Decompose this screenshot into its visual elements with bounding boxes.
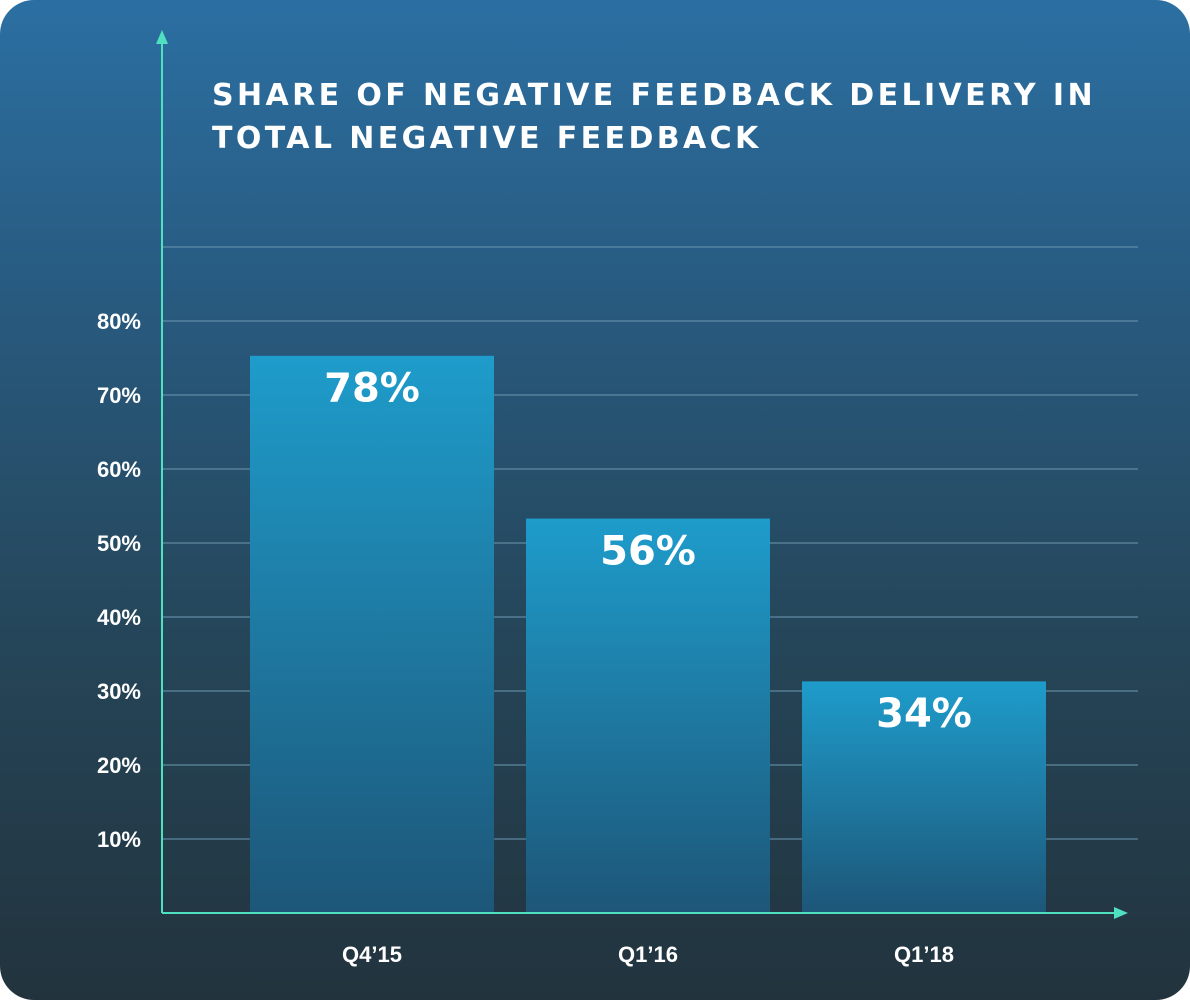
x-axis-category-labels: Q4’15 Q1’16 Q1’18	[342, 942, 954, 967]
bar	[802, 681, 1046, 913]
y-axis-tick-labels: 10% 20% 30% 40% 50% 60% 70% 80%	[97, 309, 141, 852]
bar-value-label: 78%	[324, 366, 420, 412]
bar-value-label: 34%	[876, 691, 972, 737]
y-tick-label: 30%	[97, 679, 141, 704]
y-tick-label: 60%	[97, 457, 141, 482]
y-tick-label: 50%	[97, 531, 141, 556]
chart-title: SHARE OF NEGATIVE FEEDBACK DELIVERY IN T…	[212, 78, 1096, 156]
y-tick-label: 10%	[97, 827, 141, 852]
x-category-label: Q1’18	[894, 942, 954, 967]
bars: 78% 56% 34%	[250, 355, 1046, 913]
bar	[526, 518, 770, 913]
y-tick-label: 70%	[97, 383, 141, 408]
bar	[250, 355, 494, 913]
axes	[156, 30, 1128, 919]
x-category-label: Q1’16	[618, 942, 678, 967]
bar-value-label: 56%	[600, 528, 696, 574]
y-tick-label: 20%	[97, 753, 141, 778]
x-category-label: Q4’15	[342, 942, 402, 967]
y-tick-label: 80%	[97, 309, 141, 334]
y-tick-label: 40%	[97, 605, 141, 630]
y-axis-arrow	[156, 30, 168, 44]
x-axis-arrow	[1114, 907, 1128, 919]
